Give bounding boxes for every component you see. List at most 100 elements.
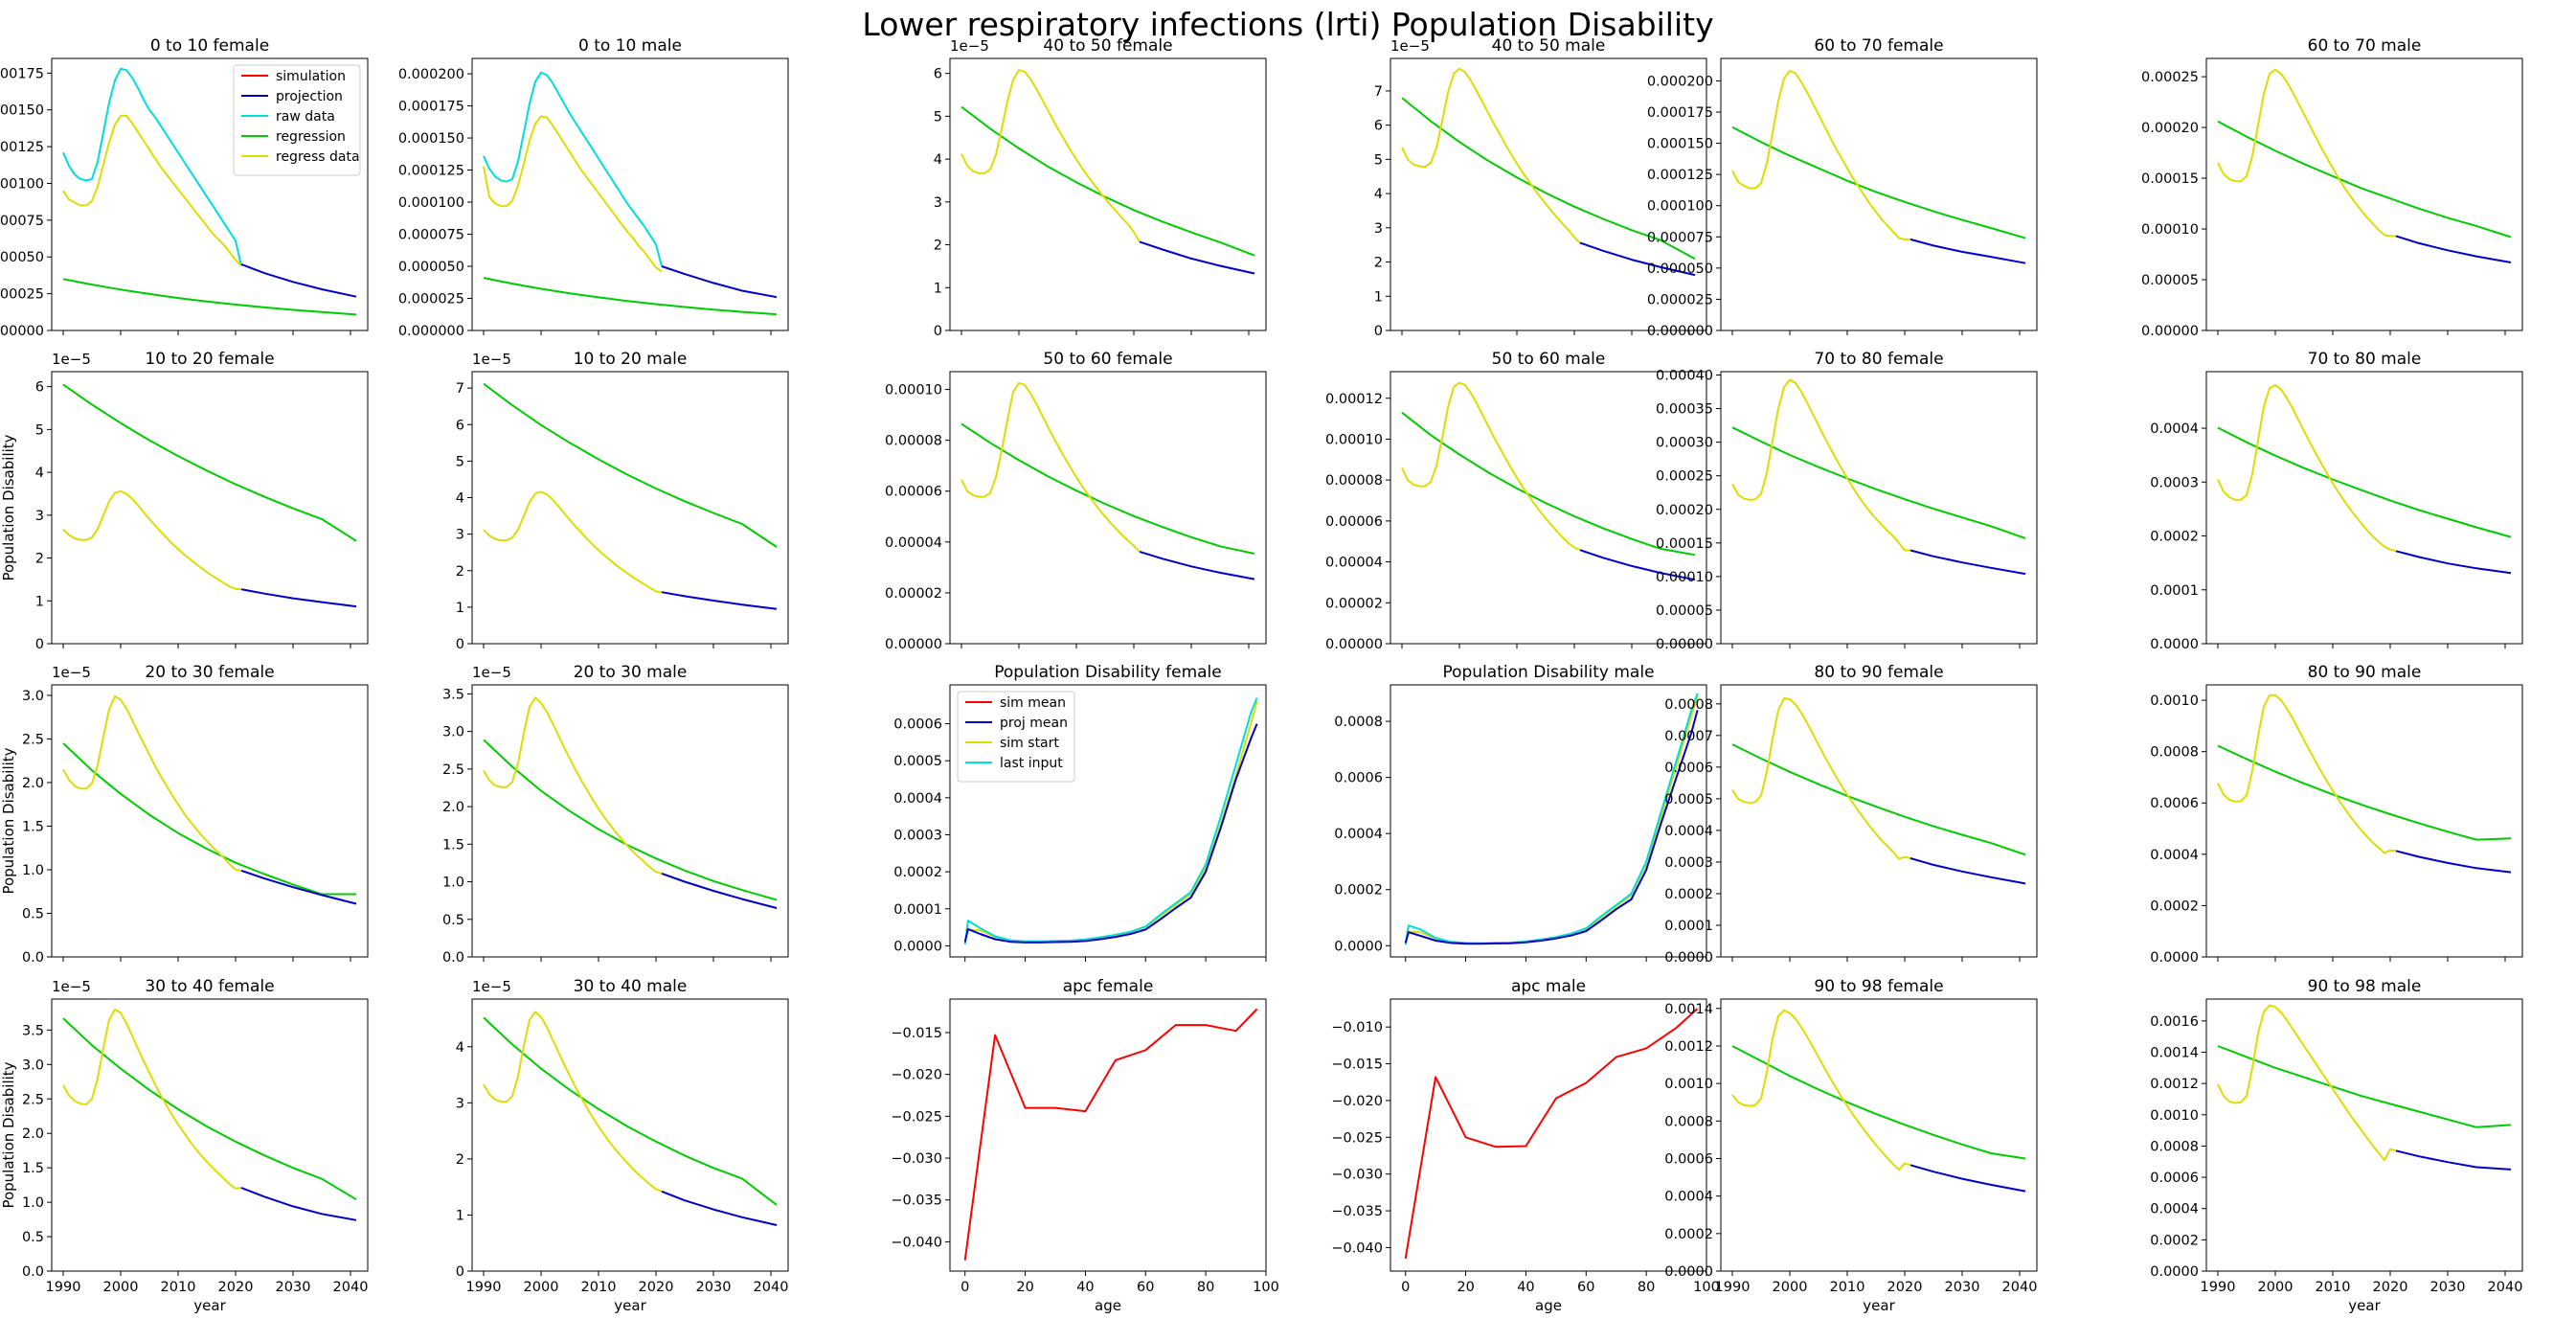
y-tick-label: 0.000125 bbox=[0, 140, 44, 155]
subplot-title: 90 to 98 female bbox=[1814, 977, 1943, 996]
y-tick-label: 0.0000 bbox=[1664, 950, 1713, 966]
x-tick-label: 2020 bbox=[218, 1280, 254, 1295]
plot-frame bbox=[1720, 371, 2038, 645]
plot-frame bbox=[51, 57, 369, 331]
x-tick-label: 2020 bbox=[2373, 1280, 2408, 1295]
series-line-regress-data bbox=[1401, 67, 1581, 244]
y-tick-label: 0.0000 bbox=[893, 939, 942, 954]
y-tick-label: 3 bbox=[1374, 221, 1383, 237]
y-tick-label: 0.00002 bbox=[1325, 596, 1383, 611]
series-line-apc bbox=[1404, 1008, 1699, 1260]
y-tick-label: 0.00005 bbox=[1656, 603, 1713, 619]
y-tick-label: 6 bbox=[456, 418, 464, 433]
series-line-regression bbox=[483, 739, 778, 901]
subplot: 90 to 98 male 0.0000 0.0002 0.0004 0.0006 0.0… bbox=[2150, 977, 2523, 1314]
y-tick-label: 3 bbox=[35, 509, 44, 524]
series-line-regression bbox=[1401, 97, 1696, 261]
subplot-title: 70 to 80 female bbox=[1814, 350, 1943, 369]
series-line-last-input bbox=[1404, 693, 1699, 945]
y-tick-label: 0.00002 bbox=[885, 586, 942, 602]
y-tick-label: 0.0003 bbox=[2150, 475, 2199, 490]
y-tick-label: 1 bbox=[456, 601, 464, 616]
subplot-title: 40 to 50 female bbox=[1043, 36, 1172, 56]
y-tick-label: 0.000125 bbox=[1647, 168, 1713, 183]
y-tick-label: 0.00006 bbox=[885, 485, 942, 500]
series-line-projection bbox=[661, 265, 778, 299]
y-tick-label: 0.0012 bbox=[2150, 1077, 2199, 1092]
plot-frame bbox=[1720, 684, 2038, 958]
series-line-projection bbox=[661, 872, 778, 909]
y-axis-offset-label: 1e−5 bbox=[950, 37, 989, 55]
series-line-regression bbox=[1731, 743, 2026, 856]
x-tick-label: 40 bbox=[1076, 1280, 1094, 1295]
y-tick-label: −0.035 bbox=[891, 1194, 942, 1209]
legend-label: regression bbox=[276, 129, 346, 145]
y-axis-offset-label: 1e−5 bbox=[472, 978, 511, 995]
y-tick-label: 0.0008 bbox=[1664, 1114, 1713, 1129]
y-tick-label: 0.000200 bbox=[1647, 74, 1713, 89]
x-tick-label: 2040 bbox=[2002, 1280, 2038, 1295]
series-line-regress-data bbox=[2217, 68, 2396, 238]
subplot: 20 to 30 male 1e−5 0.0 0.5 1.0 1.5 2.0 2.5 3.0 3.… bbox=[442, 663, 789, 966]
y-tick-label: 0 bbox=[456, 1264, 464, 1280]
subplot: 10 to 20 male 1e−5 0 1 2 3 4 5 6 7 bbox=[456, 350, 789, 652]
subplot-title: 50 to 60 male bbox=[1492, 350, 1606, 369]
x-tick-label: 2020 bbox=[1887, 1280, 1923, 1295]
y-tick-label: 1.5 bbox=[22, 819, 44, 834]
y-tick-label: 0.0012 bbox=[1664, 1039, 1713, 1055]
y-tick-label: 0.0007 bbox=[1664, 729, 1713, 744]
x-tick-label: 0 bbox=[1401, 1280, 1410, 1295]
y-tick-label: 0.00000 bbox=[1325, 637, 1383, 652]
series-line-projection bbox=[240, 869, 357, 905]
y-tick-label: −0.030 bbox=[1331, 1168, 1383, 1183]
y-tick-label: 0.0003 bbox=[893, 828, 942, 843]
y-tick-label: 0.5 bbox=[442, 913, 464, 928]
y-tick-label: 1.0 bbox=[442, 876, 464, 891]
y-tick-label: 2.5 bbox=[22, 1092, 44, 1107]
y-tick-label: 0.000000 bbox=[1647, 324, 1713, 339]
series-line-projection bbox=[661, 1190, 778, 1226]
y-tick-label: 0.0002 bbox=[1664, 887, 1713, 902]
subplot: 90 to 98 female 0.0000 0.0002 0.0004 0.0006 0… bbox=[1664, 977, 2038, 1314]
series-line-regression bbox=[483, 277, 778, 316]
y-tick-label: 0.000150 bbox=[0, 103, 44, 119]
x-tick-label: 2040 bbox=[333, 1280, 369, 1295]
series-line-projection bbox=[2395, 1149, 2512, 1171]
subplot: apc male −0.040 −0.035 −0.030 −0.025 −0.020 −0… bbox=[1331, 977, 1720, 1314]
series-line-projection bbox=[240, 588, 357, 608]
series-line-regression bbox=[2217, 744, 2512, 841]
x-tick-label: 2020 bbox=[639, 1280, 674, 1295]
y-tick-label: −0.035 bbox=[1331, 1204, 1383, 1219]
y-tick-label: 0.000150 bbox=[1647, 137, 1713, 152]
x-tick-label: 2010 bbox=[1830, 1280, 1865, 1295]
y-tick-label: 1.0 bbox=[22, 863, 44, 878]
series-line-regress-data bbox=[1731, 70, 1910, 240]
series-line-regression bbox=[2217, 1045, 2512, 1128]
y-tick-label: 0.0014 bbox=[2150, 1045, 2199, 1060]
y-tick-label: 0.0 bbox=[22, 950, 44, 966]
y-axis-offset-label: 1e−5 bbox=[52, 978, 91, 995]
y-tick-label: 0.5 bbox=[22, 906, 44, 921]
subplot-title: 80 to 90 male bbox=[2308, 663, 2422, 682]
legend-label: sim start bbox=[1000, 736, 1059, 751]
x-tick-label: 2030 bbox=[276, 1280, 311, 1295]
subplot: 80 to 90 female 0.0000 0.0001 0.0002 0.0003 0… bbox=[1664, 663, 2038, 966]
subplot: 60 to 70 female 0.000000 0.000025 0.000050 0… bbox=[1647, 36, 2038, 339]
y-tick-label: 0 bbox=[456, 637, 464, 652]
y-tick-label: 0.00005 bbox=[2141, 273, 2199, 288]
subplot-title: apc female bbox=[1063, 977, 1154, 996]
y-tick-label: 0.00000 bbox=[2141, 324, 2199, 339]
series-line-projection bbox=[1909, 1164, 2026, 1193]
series-line-regress-data bbox=[1731, 1009, 1911, 1171]
subplot: 50 to 60 female 0.00000 0.00002 0.00004 0.00… bbox=[885, 350, 1267, 652]
subplot-title: 20 to 30 male bbox=[574, 663, 688, 682]
y-tick-label: 0.000100 bbox=[1647, 199, 1713, 215]
x-tick-label: 1990 bbox=[46, 1280, 81, 1295]
x-tick-label: 80 bbox=[1638, 1280, 1655, 1295]
x-tick-label: 20 bbox=[1016, 1280, 1033, 1295]
series-line-projection bbox=[1139, 550, 1255, 580]
y-tick-label: 0.5 bbox=[22, 1230, 44, 1245]
subplot: 70 to 80 female 0.00000 0.00005 0.00010 0.00… bbox=[1656, 350, 2038, 652]
y-tick-label: 0.0001 bbox=[893, 902, 942, 918]
legend-label: projection bbox=[276, 89, 343, 104]
